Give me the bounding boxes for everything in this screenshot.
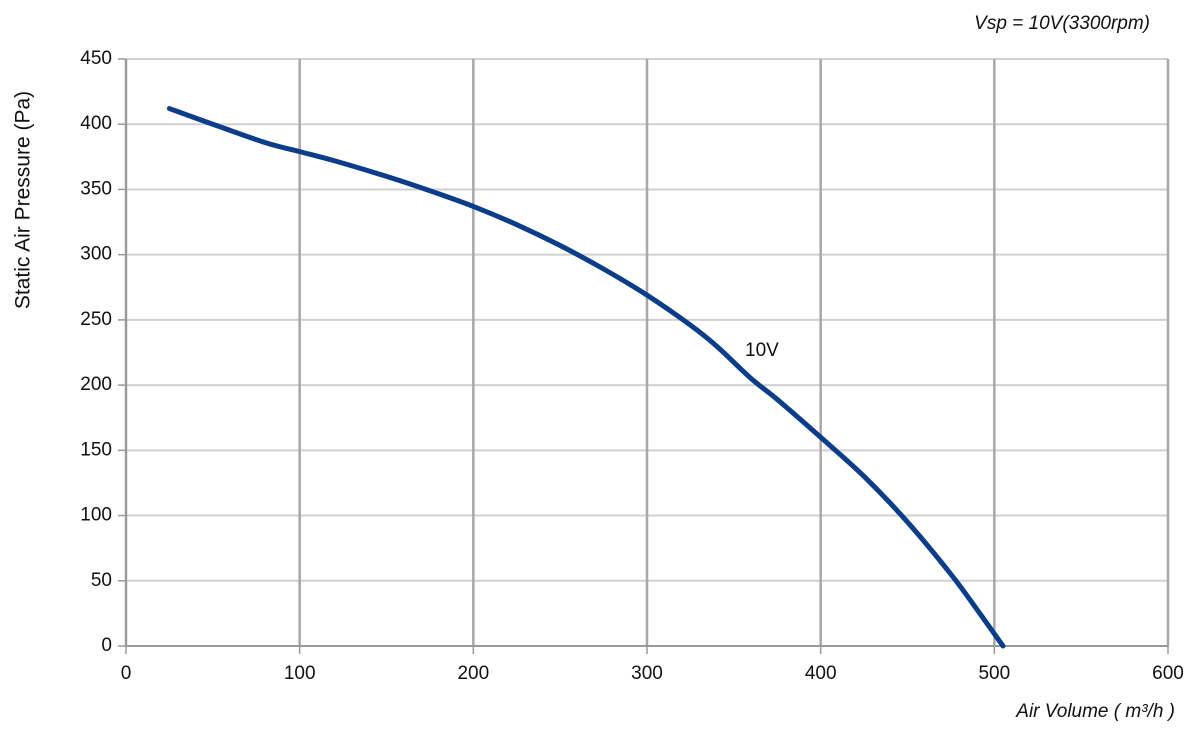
x-tick-label: 0 — [121, 663, 132, 684]
annotation: 10V — [745, 340, 779, 361]
x-axis-label: Air Volume ( m³/h ) — [1015, 701, 1175, 722]
x-tick-label: 200 — [457, 663, 489, 684]
y-tick-label: 450 — [80, 48, 112, 69]
x-tick-label: 400 — [805, 663, 837, 684]
y-tick-label: 0 — [101, 635, 112, 656]
y-tick-label: 350 — [80, 178, 112, 199]
y-tick-label: 200 — [80, 374, 112, 395]
y-tick-label: 100 — [80, 505, 112, 526]
y-tick-label: 50 — [91, 570, 112, 591]
x-tick-label: 300 — [631, 663, 663, 684]
y-tick-label: 250 — [80, 309, 112, 330]
x-tick-label: 500 — [978, 663, 1010, 684]
y-axis-label: Static Air Pressure (Pa) — [12, 91, 35, 309]
y-tick-label: 150 — [80, 439, 112, 460]
x-tick-label: 600 — [1152, 663, 1184, 684]
subtitle: Vsp = 10V(3300rpm) — [974, 13, 1150, 34]
y-tick-label: 400 — [80, 113, 112, 134]
y-tick-label: 300 — [80, 244, 112, 265]
line-series — [166, 106, 1006, 649]
x-tick-label: 100 — [284, 663, 316, 684]
